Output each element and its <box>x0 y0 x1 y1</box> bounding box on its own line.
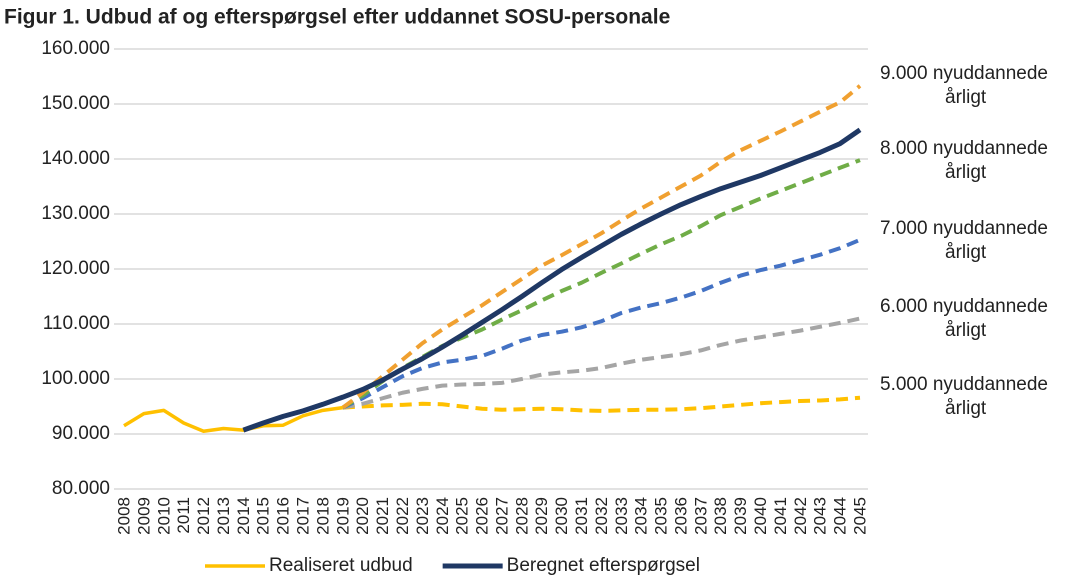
annotation: 6.000 nyuddannede <box>880 296 1048 317</box>
x-tick-label: 2011 <box>174 497 193 534</box>
x-tick-label: 2023 <box>413 497 432 535</box>
x-tick-label: 2037 <box>691 497 710 535</box>
x-tick-label: 2045 <box>850 497 869 535</box>
y-tick-label: 100.000 <box>41 368 110 389</box>
annotation: 9.000 nyuddannede <box>880 63 1048 84</box>
y-tick-label: 120.000 <box>41 258 110 279</box>
annotation: årligt <box>945 87 987 108</box>
x-tick-label: 2027 <box>492 497 511 535</box>
x-tick-label: 2021 <box>373 497 392 535</box>
x-tick-label: 2034 <box>632 497 651 535</box>
dashed-line <box>341 84 862 410</box>
x-tick-label: 2044 <box>831 497 850 535</box>
x-tick-label: 2038 <box>711 497 730 535</box>
annotation: årligt <box>945 242 987 263</box>
x-tick-label: 2010 <box>154 497 173 535</box>
x-tick-label: 2035 <box>652 497 671 535</box>
annotation: 7.000 nyuddannede <box>880 218 1048 239</box>
dashed-line <box>341 238 861 410</box>
x-tick-label: 2022 <box>393 497 412 535</box>
legend-label: Realiseret udbud <box>269 555 413 576</box>
annotation: årligt <box>945 320 987 341</box>
x-tick-label: 2020 <box>353 497 372 535</box>
legend-label: Beregnet efterspørgsel <box>507 555 700 576</box>
x-tick-label: 2042 <box>791 497 810 535</box>
annotation: 5.000 nyuddannede <box>880 374 1048 395</box>
x-tick-label: 2030 <box>552 497 571 535</box>
y-tick-label: 110.000 <box>43 313 110 334</box>
chart-title: Figur 1. Udbud af og efterspørgsel efter… <box>4 6 670 29</box>
x-tick-label: 2016 <box>274 497 293 535</box>
y-tick-label: 160.000 <box>41 38 110 59</box>
y-tick-label: 150.000 <box>41 93 110 114</box>
x-tick-label: 2029 <box>532 497 551 535</box>
x-tick-label: 2018 <box>313 497 332 535</box>
line <box>123 405 344 433</box>
line <box>242 127 862 433</box>
x-tick-label: 2032 <box>592 497 611 535</box>
x-tick-label: 2039 <box>731 497 750 535</box>
x-tick-label: 2013 <box>214 497 233 535</box>
dashed-line <box>342 395 861 413</box>
y-tick-label: 130.000 <box>41 203 110 224</box>
y-tick-label: 140.000 <box>41 148 110 169</box>
annotation: 8.000 nyuddannede <box>880 138 1048 159</box>
x-tick-label: 2026 <box>473 497 492 535</box>
x-tick-label: 2028 <box>512 497 531 535</box>
x-tick-label: 2024 <box>433 497 452 535</box>
x-tick-label: 2025 <box>453 497 472 535</box>
dashed-line <box>342 316 861 410</box>
x-tick-label: 2019 <box>333 497 352 535</box>
x-tick-label: 2041 <box>771 497 790 535</box>
x-tick-label: 2043 <box>811 497 830 535</box>
x-tick-label: 2036 <box>671 497 690 535</box>
x-tick-label: 2014 <box>234 497 253 535</box>
x-tick-label: 2040 <box>751 497 770 535</box>
x-tick-label: 2009 <box>134 497 153 535</box>
x-tick-label: 2031 <box>572 497 591 535</box>
x-tick-label: 2017 <box>294 497 313 535</box>
x-tick-label: 2008 <box>114 497 133 535</box>
annotation: årligt <box>945 398 987 419</box>
y-tick-label: 80.000 <box>52 478 110 499</box>
x-tick-label: 2015 <box>254 497 273 535</box>
y-tick-label: 90.000 <box>52 423 110 444</box>
x-tick-label: 2033 <box>612 497 631 535</box>
annotation: årligt <box>945 162 987 183</box>
x-tick-label: 2012 <box>194 497 213 535</box>
